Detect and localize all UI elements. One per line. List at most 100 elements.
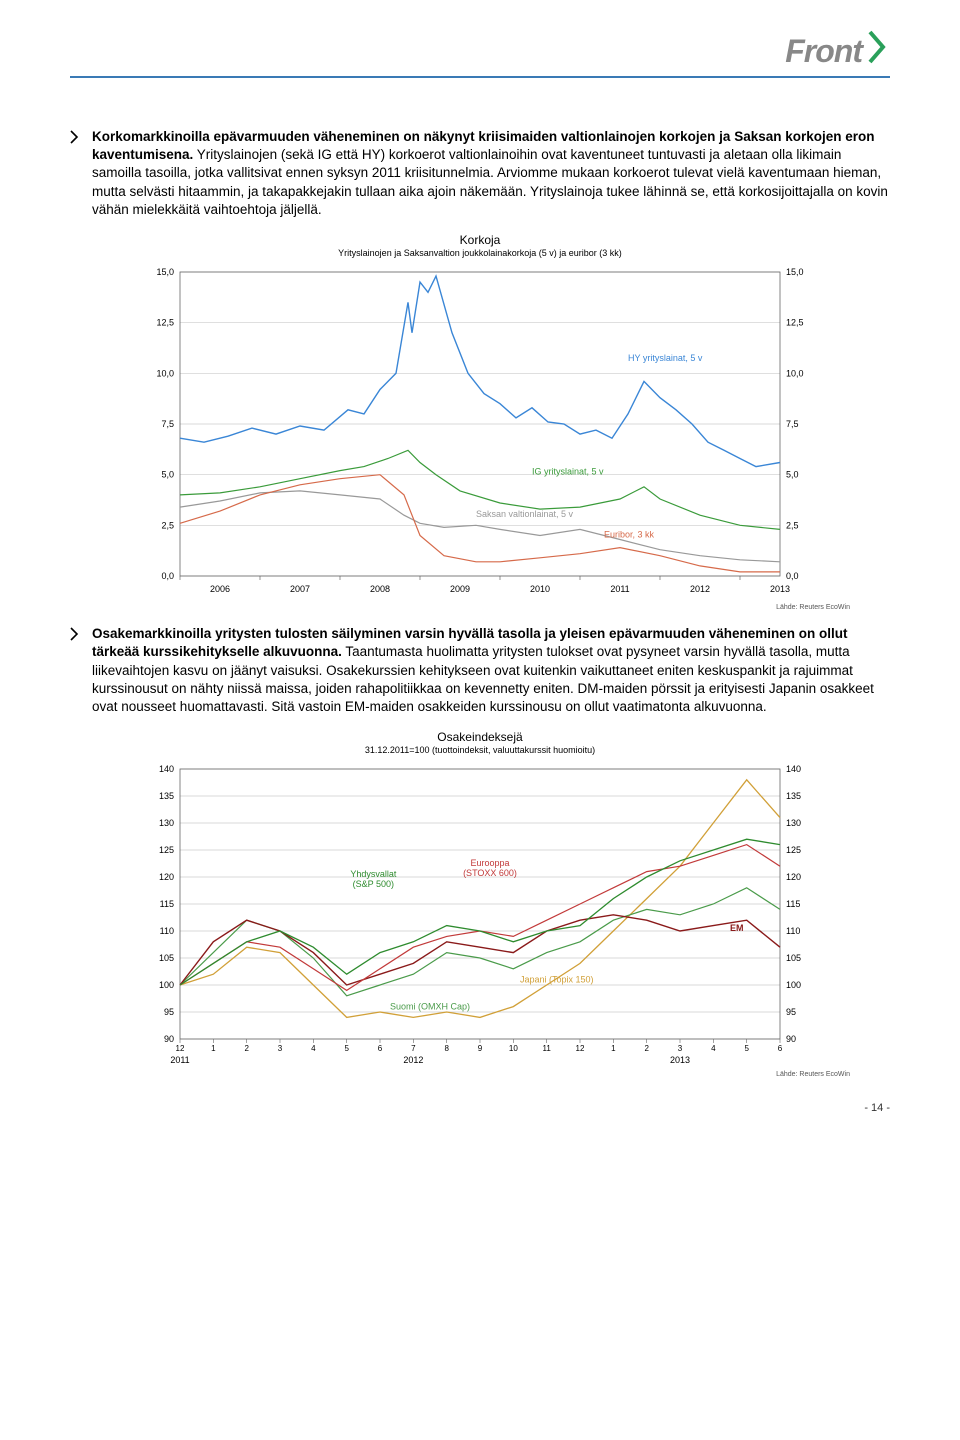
svg-text:125: 125 <box>786 845 801 855</box>
svg-text:HY yrityslainat, 5 v: HY yrityslainat, 5 v <box>628 353 703 363</box>
svg-text:140: 140 <box>159 764 174 774</box>
svg-text:(STOXX 600): (STOXX 600) <box>463 868 517 878</box>
svg-text:2007: 2007 <box>290 584 310 594</box>
svg-text:2011: 2011 <box>170 1055 189 1065</box>
chart1-svg: 0,0 0,0 2,5 2,5 5,0 5,0 7,5 7,5 10,0 10,0 12,5 12,5… <box>130 262 830 602</box>
svg-text:12: 12 <box>176 1044 185 1053</box>
svg-text:100: 100 <box>786 980 801 990</box>
paragraph-1-rest: Yrityslainojen (sekä IG että HY) korkoer… <box>92 147 888 217</box>
svg-text:135: 135 <box>159 791 174 801</box>
paragraph-1-text: Korkomarkkinoilla epävarmuuden vähenemin… <box>92 128 890 219</box>
svg-text:9: 9 <box>478 1044 483 1053</box>
paragraph-1: Korkomarkkinoilla epävarmuuden vähenemin… <box>70 128 890 219</box>
paragraph-2: Osakemarkkinoilla yritysten tulosten säi… <box>70 625 890 716</box>
svg-text:2009: 2009 <box>450 584 470 594</box>
svg-text:135: 135 <box>786 791 801 801</box>
svg-text:6: 6 <box>778 1044 783 1053</box>
svg-text:90: 90 <box>786 1034 796 1044</box>
svg-text:Yhdysvallat: Yhdysvallat <box>350 869 397 879</box>
page-header: Front <box>70 30 890 72</box>
chart-korkoja: Korkoja Yrityslainojen ja Saksanvaltion … <box>70 233 890 611</box>
svg-text:EM: EM <box>730 923 744 933</box>
chart2-source: Lähde: Reuters EcoWin <box>70 1071 890 1078</box>
svg-text:7: 7 <box>411 1044 416 1053</box>
svg-text:2,5: 2,5 <box>161 520 174 530</box>
svg-text:7,5: 7,5 <box>161 419 174 429</box>
svg-text:10,0: 10,0 <box>786 368 804 378</box>
svg-text:2013: 2013 <box>670 1055 690 1065</box>
svg-text:120: 120 <box>159 872 174 882</box>
svg-text:110: 110 <box>160 926 174 936</box>
logo-text: Front <box>785 33 862 70</box>
svg-text:2010: 2010 <box>530 584 550 594</box>
svg-text:1: 1 <box>211 1044 216 1053</box>
svg-text:10: 10 <box>509 1044 518 1053</box>
svg-text:8: 8 <box>444 1044 449 1053</box>
svg-text:5,0: 5,0 <box>786 470 799 480</box>
svg-text:3: 3 <box>278 1044 283 1053</box>
chart1-subtitle: Yrityslainojen ja Saksanvaltion joukkola… <box>70 248 890 258</box>
chart2-svg: 9090959510010010510511011011511512012012… <box>130 759 830 1069</box>
svg-text:Euribor, 3 kk: Euribor, 3 kk <box>604 530 655 540</box>
svg-text:1: 1 <box>611 1044 616 1053</box>
svg-text:130: 130 <box>786 818 801 828</box>
svg-text:15,0: 15,0 <box>786 267 804 277</box>
svg-text:0,0: 0,0 <box>786 571 799 581</box>
chart2-subtitle: 31.12.2011=100 (tuottoindeksit, valuutta… <box>70 745 890 755</box>
chevron-right-icon <box>868 30 890 72</box>
svg-text:120: 120 <box>786 872 801 882</box>
svg-text:15,0: 15,0 <box>156 267 174 277</box>
svg-text:115: 115 <box>160 899 174 909</box>
svg-text:2013: 2013 <box>770 584 790 594</box>
svg-text:IG yrityslainat, 5 v: IG yrityslainat, 5 v <box>532 467 604 477</box>
svg-text:100: 100 <box>159 980 174 990</box>
chart1-title: Korkoja <box>70 233 890 247</box>
header-rule <box>70 76 890 78</box>
page-number: - 14 - <box>70 1102 890 1114</box>
svg-text:10,0: 10,0 <box>156 368 174 378</box>
logo: Front <box>785 30 890 72</box>
svg-text:4: 4 <box>711 1044 716 1053</box>
svg-text:130: 130 <box>159 818 174 828</box>
svg-text:2: 2 <box>644 1044 649 1053</box>
paragraph-2-text: Osakemarkkinoilla yritysten tulosten säi… <box>92 625 890 716</box>
svg-text:2011: 2011 <box>610 584 629 594</box>
svg-text:7,5: 7,5 <box>786 419 799 429</box>
chevron-right-icon <box>70 625 92 716</box>
chart2-title: Osakeindeksejä <box>70 730 890 744</box>
svg-text:11: 11 <box>543 1044 552 1053</box>
svg-text:2006: 2006 <box>210 584 230 594</box>
svg-text:Saksan valtionlainat, 5 v: Saksan valtionlainat, 5 v <box>476 509 574 519</box>
svg-text:2: 2 <box>244 1044 249 1053</box>
svg-text:2012: 2012 <box>403 1055 423 1065</box>
chevron-right-icon <box>70 128 92 219</box>
svg-text:4: 4 <box>311 1044 316 1053</box>
svg-text:3: 3 <box>678 1044 683 1053</box>
svg-text:12,5: 12,5 <box>786 318 804 328</box>
svg-text:2,5: 2,5 <box>786 520 799 530</box>
svg-text:6: 6 <box>378 1044 383 1053</box>
svg-text:140: 140 <box>786 764 801 774</box>
svg-text:95: 95 <box>786 1007 796 1017</box>
svg-text:Eurooppa: Eurooppa <box>470 858 509 868</box>
svg-text:105: 105 <box>786 953 801 963</box>
svg-text:125: 125 <box>159 845 174 855</box>
svg-text:5: 5 <box>744 1044 749 1053</box>
svg-text:5: 5 <box>344 1044 349 1053</box>
svg-text:110: 110 <box>786 926 800 936</box>
svg-text:(S&P 500): (S&P 500) <box>353 879 394 889</box>
svg-text:115: 115 <box>786 899 800 909</box>
svg-text:Suomi (OMXH Cap): Suomi (OMXH Cap) <box>390 1001 470 1011</box>
chart-osakeindekseja: Osakeindeksejä 31.12.2011=100 (tuottoind… <box>70 730 890 1078</box>
svg-text:90: 90 <box>164 1034 174 1044</box>
chart1-source: Lähde: Reuters EcoWin <box>70 604 890 611</box>
svg-text:2008: 2008 <box>370 584 390 594</box>
svg-text:5,0: 5,0 <box>161 470 174 480</box>
svg-text:2012: 2012 <box>690 584 710 594</box>
svg-text:12,5: 12,5 <box>156 318 174 328</box>
svg-text:95: 95 <box>164 1007 174 1017</box>
svg-text:12: 12 <box>576 1044 585 1053</box>
svg-text:0,0: 0,0 <box>161 571 174 581</box>
svg-text:105: 105 <box>159 953 174 963</box>
svg-text:Japani (Topix 150): Japani (Topix 150) <box>520 974 594 984</box>
